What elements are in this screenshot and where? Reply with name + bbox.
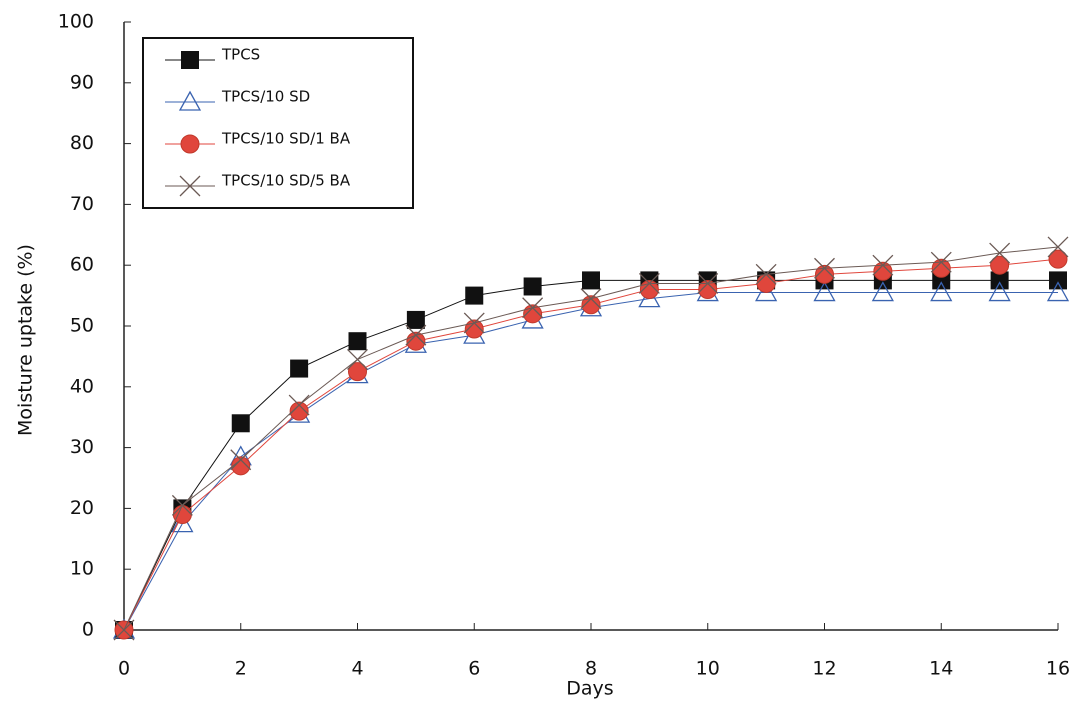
x-tick-label: 0 <box>118 658 130 680</box>
data-point <box>465 287 483 305</box>
y-tick-label: 100 <box>58 11 94 33</box>
y-tick-label: 90 <box>70 71 94 93</box>
data-point <box>407 311 425 329</box>
y-tick-label: 30 <box>70 436 94 458</box>
legend-marker <box>181 135 199 153</box>
legend-label: TPCS/10 SD <box>221 88 310 106</box>
x-tick-label: 14 <box>929 658 953 680</box>
data-point <box>349 332 367 350</box>
x-tick-label: 12 <box>812 658 836 680</box>
y-tick-label: 20 <box>70 497 94 519</box>
y-tick-label: 60 <box>70 254 94 276</box>
x-tick-label: 10 <box>696 658 720 680</box>
x-tick-label: 16 <box>1046 658 1070 680</box>
series-line <box>124 280 1058 630</box>
y-tick-label: 10 <box>70 558 94 580</box>
x-tick-label: 6 <box>468 658 480 680</box>
y-tick-label: 80 <box>70 132 94 154</box>
x-axis-label: Days <box>566 678 613 700</box>
data-point <box>1049 271 1067 289</box>
y-tick-label: 70 <box>70 193 94 215</box>
series-line <box>124 293 1058 630</box>
series-line <box>124 259 1058 630</box>
data-point <box>757 274 775 292</box>
data-point <box>232 414 250 432</box>
y-tick-label: 50 <box>70 315 94 337</box>
data-point <box>173 505 191 523</box>
y-tick-label: 40 <box>70 375 94 397</box>
data-point <box>524 277 542 295</box>
y-tick-label: 0 <box>82 619 94 641</box>
legend-label: TPCS/10 SD/1 BA <box>221 130 351 148</box>
legend-marker <box>181 51 199 69</box>
data-point <box>290 360 308 378</box>
chart: Days Moisture uptake (%) 010203040506070… <box>0 0 1081 702</box>
legend-label: TPCS/10 SD/5 BA <box>221 172 351 190</box>
x-tick-label: 4 <box>351 658 363 680</box>
x-tick-label: 2 <box>235 658 247 680</box>
data-point <box>582 271 600 289</box>
x-tick-label: 8 <box>585 658 597 680</box>
y-axis-label: Moisture uptake (%) <box>15 244 37 436</box>
legend-label: TPCS <box>221 46 260 64</box>
